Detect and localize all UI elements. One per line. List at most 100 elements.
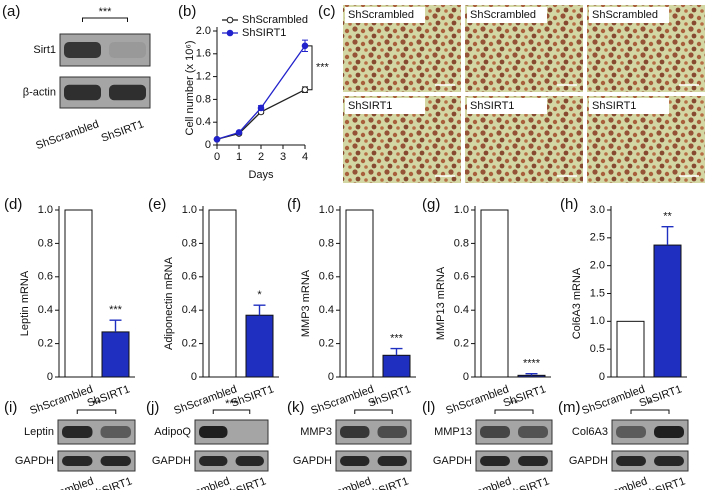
y-tick-label: 1.2 [196, 71, 211, 83]
y-tick-label: 0.6 [319, 271, 334, 283]
blot-category: ShScrambled [447, 475, 513, 490]
significance-bracket [308, 45, 313, 91]
y-tick-label: 0 [191, 371, 197, 383]
y-tick-label: 0.8 [196, 93, 211, 105]
blot-band [235, 456, 264, 466]
panel-label: (h) [560, 196, 578, 213]
panel-label: (g) [422, 196, 440, 213]
blot-band [654, 456, 684, 466]
y-tick-label: 2.0 [590, 260, 605, 272]
bar [245, 314, 274, 378]
blot-category: ShSIRT1 [100, 118, 146, 144]
x-tick-label: ShSIRT1 [638, 383, 684, 409]
blot-band [518, 426, 548, 438]
y-axis-label: Adiponectin mRNA [163, 256, 175, 350]
significance: **** [523, 358, 541, 370]
y-tick-label: 0.5 [590, 343, 605, 355]
panel-label: (l) [422, 399, 435, 416]
panel-label: (f) [287, 196, 301, 213]
y-tick-label: 0 [205, 139, 211, 151]
y-tick-label: 0.2 [182, 338, 197, 350]
y-tick-label: 1.0 [319, 204, 334, 216]
label-box [589, 98, 669, 114]
significance: *** [109, 304, 123, 316]
panel-label: (i) [4, 399, 17, 416]
micrograph-label: ShSIRT1 [592, 100, 636, 112]
bar [517, 374, 546, 378]
y-tick-label: 1.0 [38, 204, 53, 216]
y-tick-label: 0.4 [196, 116, 211, 128]
blot-category: ShScrambled [583, 475, 649, 490]
x-tick-label: ShScrambled [444, 383, 510, 417]
blot-band [340, 426, 370, 438]
label-box [467, 7, 547, 23]
blot-band [199, 456, 228, 466]
blot-category: ShSIRT1 [641, 475, 687, 490]
y-tick-label: 0.4 [454, 304, 469, 316]
bar [208, 209, 237, 378]
legend-marker [226, 16, 234, 24]
x-tick-label: ShScrambled [28, 383, 94, 417]
micrograph-label: ShScrambled [348, 9, 414, 21]
marker [235, 129, 243, 136]
x-tick-label: ShScrambled [309, 383, 375, 417]
y-tick-label: 0.2 [319, 338, 334, 350]
panel-label: (b) [178, 3, 196, 20]
panel-label: (m) [558, 399, 581, 416]
y-tick-label: 0.6 [454, 271, 469, 283]
error-bar [109, 319, 122, 332]
bar [480, 209, 509, 378]
blot-band [109, 84, 146, 101]
blot-category: ShSIRT1 [505, 475, 551, 490]
x-tick-label: ShScrambled [580, 383, 646, 417]
micrograph-label: ShScrambled [592, 9, 658, 21]
bar [382, 354, 411, 378]
significance: ** [510, 398, 519, 410]
significance: *** [316, 62, 330, 74]
panel-label: (j) [146, 399, 159, 416]
marker [301, 42, 309, 50]
band-label: β-actin [23, 86, 56, 98]
panel-label: (a) [2, 3, 20, 20]
significance: * [648, 398, 653, 410]
y-tick-label: 0.8 [182, 237, 197, 249]
y-tick-label: 0.2 [38, 338, 53, 350]
blot-band [62, 426, 93, 438]
blot-band [64, 84, 101, 101]
y-tick-label: 0 [463, 371, 469, 383]
band-label: GAPDH [569, 455, 608, 467]
y-axis-label: Leptin mRNA [19, 270, 31, 336]
significance: *** [225, 398, 239, 410]
y-tick-label: 1.0 [590, 315, 605, 327]
marker [213, 136, 221, 143]
significance-bracket [212, 409, 251, 414]
blot-category: ShScrambled [165, 475, 231, 490]
blot-band [480, 426, 510, 438]
y-tick-label: 0.4 [319, 304, 334, 316]
band-label: Col6A3 [572, 426, 608, 438]
blot-band [62, 456, 93, 466]
label-box [345, 98, 425, 114]
blot-band [199, 426, 228, 438]
y-tick-label: 0 [47, 371, 53, 383]
significance-bracket [76, 409, 117, 414]
y-tick-label: 0.8 [454, 237, 469, 249]
band-label: GAPDH [433, 455, 472, 467]
panel-label: (e) [148, 196, 166, 213]
blot-category: ShSIRT1 [88, 475, 134, 490]
band-label: MMP13 [434, 426, 472, 438]
bar [101, 331, 130, 378]
panel-label: (d) [4, 196, 22, 213]
significance-bracket [82, 17, 128, 22]
error-bar [390, 347, 403, 356]
band-label: GAPDH [293, 455, 332, 467]
significance: ** [92, 398, 101, 410]
y-tick-label: 1.6 [196, 48, 211, 60]
micrograph-label: ShSIRT1 [348, 100, 392, 112]
micrograph-label: ShScrambled [470, 9, 536, 21]
x-tick-label: 1 [236, 151, 242, 163]
blot-band [377, 456, 407, 466]
bar [616, 320, 645, 378]
y-tick-label: 3.0 [590, 204, 605, 216]
significance: * [257, 289, 262, 301]
